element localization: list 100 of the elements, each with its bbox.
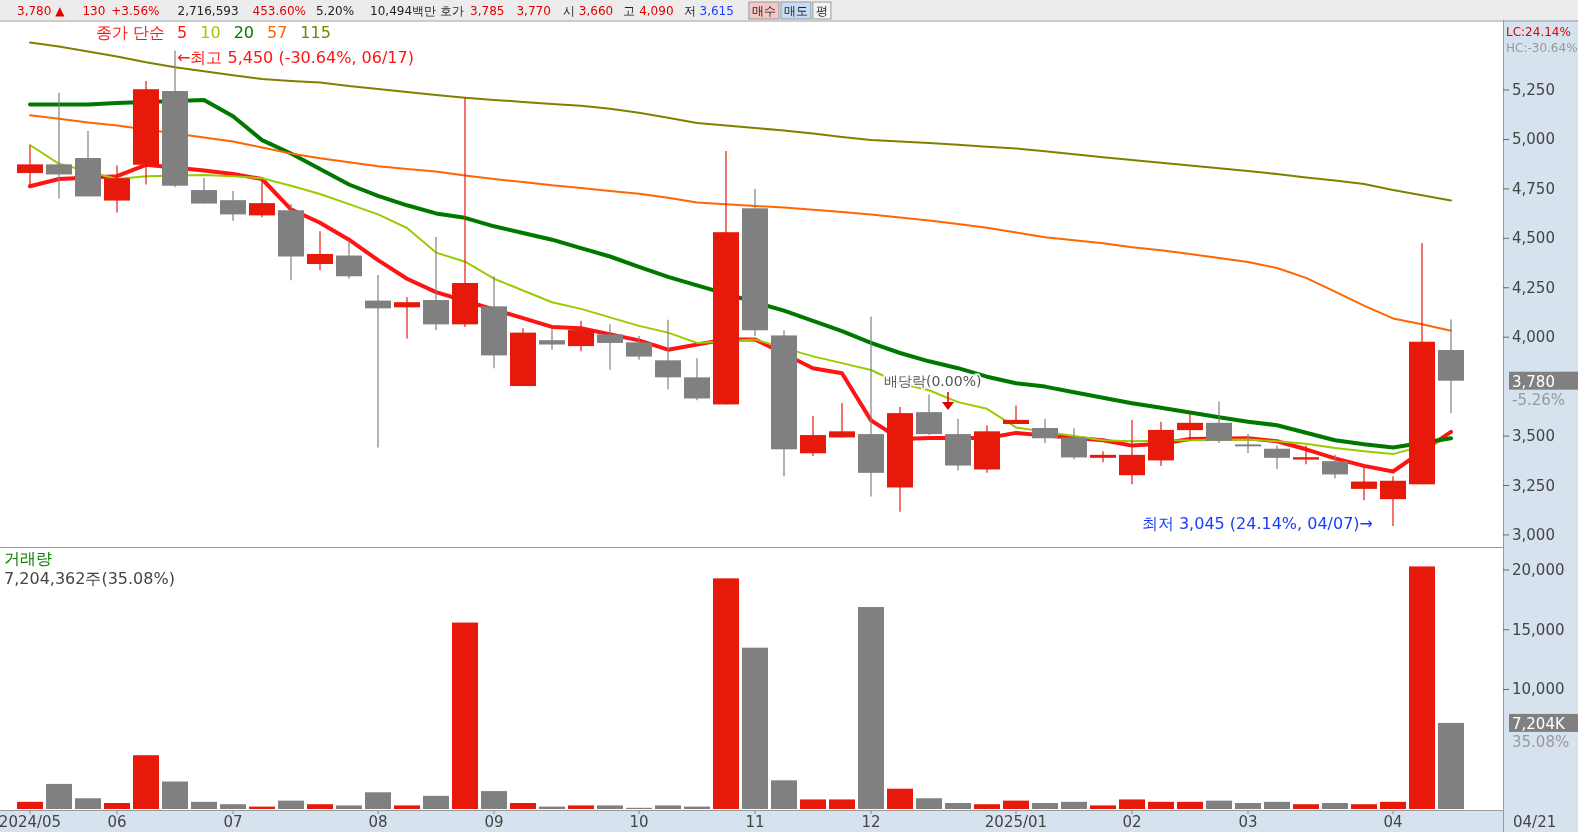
bar [1322,803,1348,809]
bar [1293,804,1319,809]
bar [1119,799,1145,809]
bar [336,805,362,809]
y-tick-label: 5,000 [1512,130,1555,149]
text: 453.60% [252,4,306,18]
bar [1090,805,1116,809]
bar [1148,801,1174,809]
bar [481,791,507,809]
text: 3,785 [470,4,505,18]
x-tick-label: 11 [745,813,765,831]
bar [713,578,739,809]
text: 57 [267,23,288,42]
candlestick [46,92,72,200]
x-tick-label: 2024/05 [0,813,62,831]
bar [17,801,43,809]
bar [133,755,159,809]
bar [1409,566,1435,809]
bar [858,607,884,809]
y-tick-label: 3,000 [1512,525,1555,544]
x-tick-label: 06 [107,813,127,831]
text: 3,780 [1512,372,1555,391]
bar [1032,803,1058,809]
bar [162,781,188,809]
candlestick [1177,413,1203,441]
x-tick-label: 12 [861,813,881,831]
text: 5 [177,23,188,42]
text: 3,780 ▲ [17,4,66,18]
y-tick-label: 20,000 [1512,560,1565,579]
candlestick [1090,450,1116,463]
bar [1438,722,1464,809]
bar [1351,804,1377,809]
candlestick [1235,433,1261,454]
y-tick-label: 3,500 [1512,427,1555,446]
text: LC:24.14% [1506,25,1571,39]
x-tick-label: 07 [223,813,243,831]
bar [452,622,478,809]
y-tick-label: 5,250 [1512,81,1555,100]
bar [742,647,768,809]
annotation: 7,204,362주(35.08%) [4,569,175,588]
bar [916,798,942,809]
bar [597,805,623,809]
candlestick [365,274,391,449]
y-tick-label: 4,000 [1512,328,1555,347]
bar [394,805,420,809]
bar [771,780,797,809]
candlestick [597,323,623,371]
x-tick-label: 03 [1238,813,1258,831]
bar [1235,803,1261,809]
bar [974,804,1000,809]
candlestick [394,296,420,339]
candlestick [539,328,565,351]
bar [46,783,72,809]
text: 5.20% [315,4,355,18]
text: 시 [562,4,575,18]
y-tick-label: 15,000 [1512,620,1565,639]
text: 10,494백만 [370,4,437,18]
bar [278,800,304,809]
x-tick-label: 02 [1122,813,1142,831]
text: 7,204K [1512,714,1566,733]
bar [1061,801,1087,809]
x-tick-label: 2025/01 [984,813,1048,831]
bar [655,805,681,809]
bar [887,788,913,809]
annotation: 최저 3,045 (24.14%, 04/07)→ [1141,514,1373,533]
y-tick-label: 4,500 [1512,229,1555,248]
x-tick-label: 10 [629,813,649,831]
text: 3,770 [516,4,551,18]
bar [510,803,536,809]
bar [1380,801,1406,809]
text: 3,615 [699,4,734,18]
text: 2,716,593 [177,4,239,18]
legend-title: 종가 단순 [96,23,166,42]
chart-title: 거래량 [4,549,52,568]
text: 3,660 [578,4,614,18]
text: 매수 [751,4,776,18]
text: 130 [82,4,106,18]
annotation: ←최고 5,450 (-30.64%, 06/17) [177,48,414,67]
x-tick-label: 09 [484,813,504,831]
y-tick-label: 3,250 [1512,476,1555,495]
bar [568,805,594,809]
bar [800,799,826,809]
text: 고 [623,4,636,18]
bar [191,801,217,809]
bar [1177,801,1203,809]
text: 평 [815,4,828,18]
x-tick-label: 08 [368,813,388,831]
text: 4,090 [639,4,674,18]
candlestick [1293,444,1319,465]
x-tick-label: 04 [1383,813,1403,831]
text: 04/21 [1513,813,1557,831]
text: 115 [300,23,331,42]
y-tick-label: 10,000 [1512,680,1565,699]
text: 35.08% [1512,732,1570,751]
bar [829,799,855,809]
y-tick-label: 4,250 [1512,278,1555,297]
bar [75,798,101,809]
candlestick [1351,466,1377,501]
bar [307,804,333,809]
text: -5.26% [1512,390,1566,409]
